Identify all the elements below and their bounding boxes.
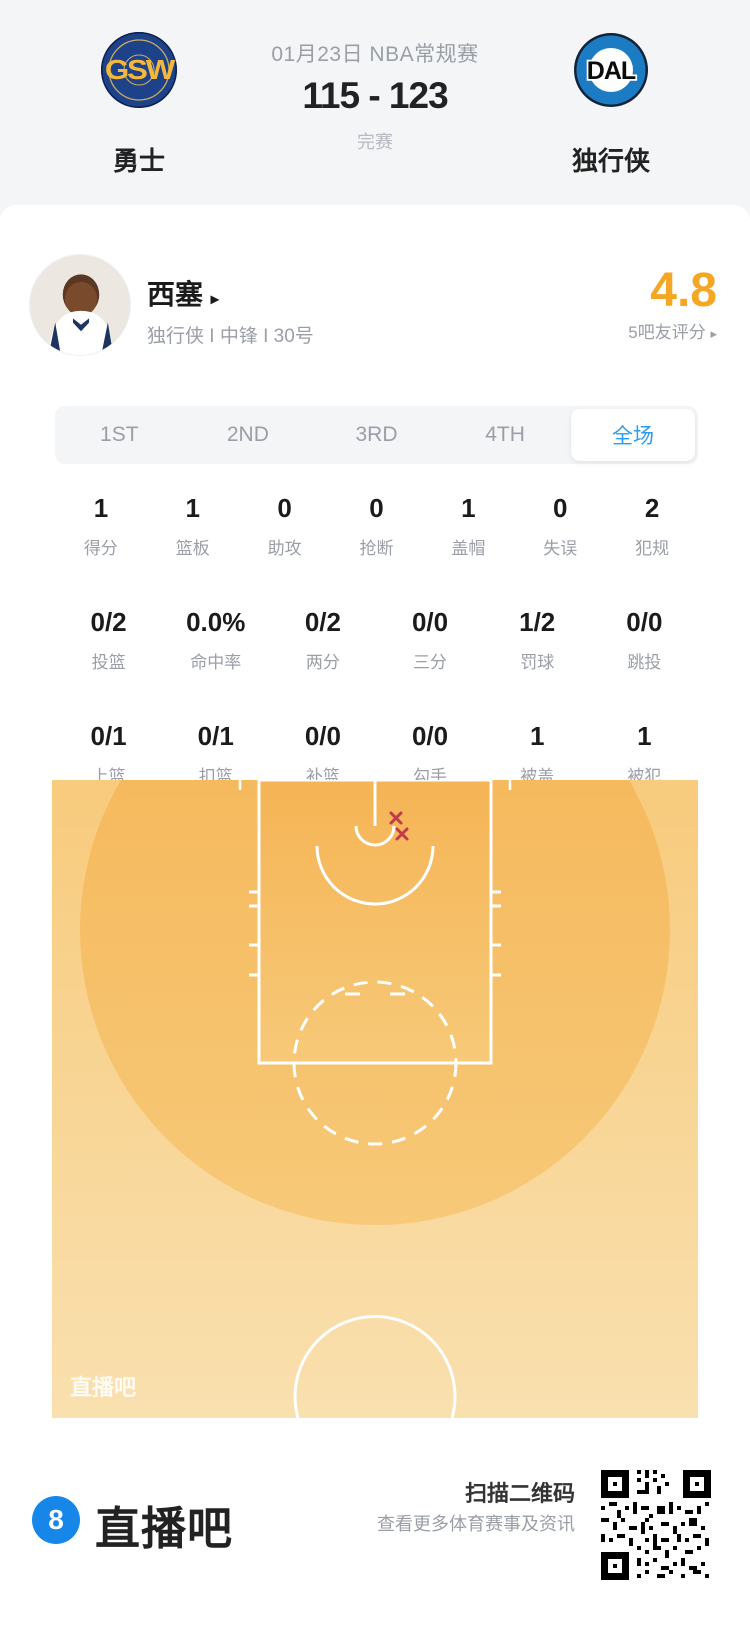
svg-text:DAL: DAL xyxy=(587,57,636,85)
svg-text:8: 8 xyxy=(48,1504,64,1535)
svg-text:直播吧: 直播吧 xyxy=(70,1375,136,1400)
svg-text:GSW: GSW xyxy=(105,55,176,86)
